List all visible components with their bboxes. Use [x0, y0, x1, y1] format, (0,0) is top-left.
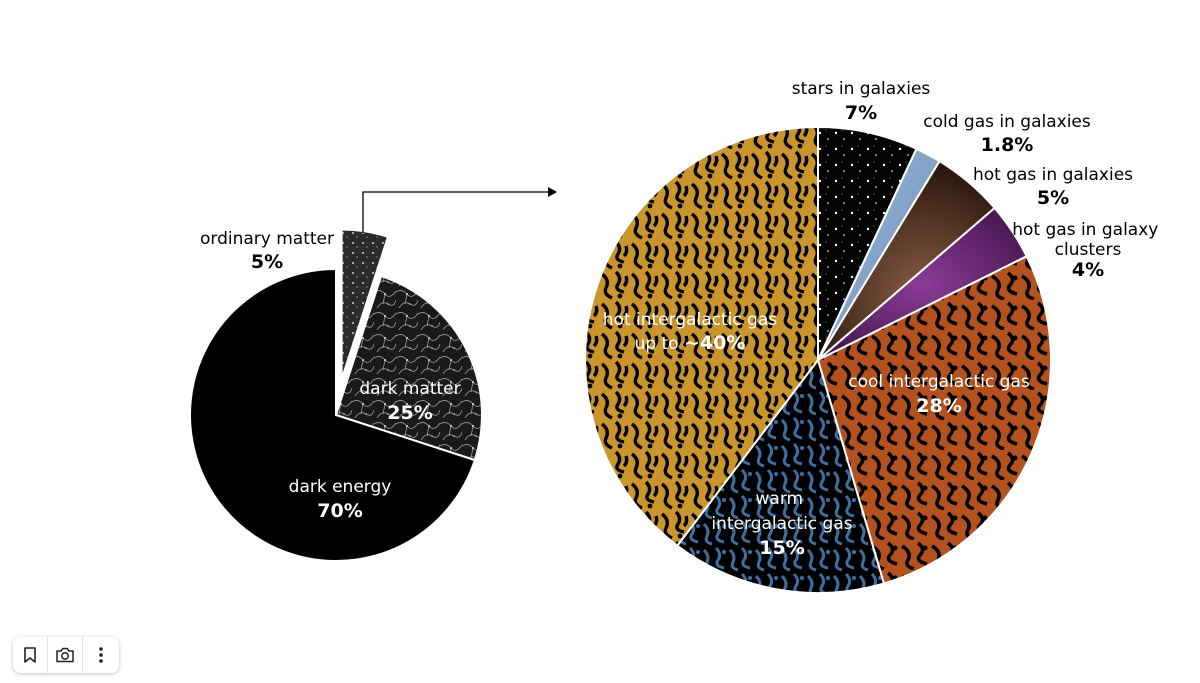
- arrow-head: [548, 187, 557, 197]
- label-hot-gas-galaxies-name: hot gas in galaxies: [973, 165, 1133, 185]
- floating-toolbar: [13, 637, 119, 673]
- slice-warm-intergalactic-gas: [675, 357, 886, 594]
- more-options-button[interactable]: [83, 637, 118, 673]
- label-warm-gas-line1: warm: [756, 489, 804, 509]
- more-vertical-icon: [98, 647, 103, 663]
- label-hot-igm-upto: up to: [635, 334, 684, 354]
- slice-dark-matter: [334, 274, 483, 462]
- label-stars-pct: 7%: [845, 102, 877, 124]
- label-warm-gas-pct: 15%: [759, 537, 804, 559]
- label-hot-gas-clusters-line2: clusters: [1055, 240, 1122, 260]
- bookmark-icon: [24, 647, 36, 663]
- label-hot-gas-clusters-line1: hot gas in galaxy: [1012, 220, 1158, 240]
- label-hot-igm-pct: ~40%: [684, 332, 745, 354]
- slice-cool-intergalactic-gas: [816, 254, 1052, 585]
- label-cold-gas-pct: 1.8%: [981, 134, 1034, 156]
- connector-arrow: [362, 191, 548, 233]
- slice-dark-energy: [189, 267, 477, 562]
- label-warm-gas-name: warm intergalactic gas: [711, 489, 852, 534]
- label-hot-gas-clusters-pct: 4%: [1072, 259, 1104, 281]
- label-dark-matter-pct: 25%: [387, 402, 432, 424]
- screenshot-button[interactable]: [48, 637, 83, 673]
- label-ordinary-matter-pct: 5%: [251, 251, 283, 273]
- label-hot-gas-clusters-name: hot gas in galaxy clusters: [1012, 220, 1164, 260]
- label-cool-gas-name: cool intergalactic gas: [848, 372, 1030, 392]
- label-dark-energy-pct: 70%: [317, 500, 362, 522]
- label-stars-name: stars in galaxies: [792, 79, 931, 99]
- label-hot-igm-line1: hot intergalactic gas: [603, 310, 778, 330]
- camera-icon: [56, 647, 74, 663]
- label-dark-energy-name: dark energy: [289, 477, 392, 497]
- label-warm-gas-line2: intergalactic gas: [711, 514, 852, 534]
- slice-ordinary-matter: [340, 228, 390, 380]
- label-cool-gas-pct: 28%: [916, 395, 961, 417]
- label-dark-matter-name: dark matter: [359, 379, 460, 399]
- slice-hot-intergalactic-gas: [583, 125, 819, 548]
- bookmark-button[interactable]: [13, 637, 48, 673]
- label-hot-gas-galaxies-pct: 5%: [1037, 187, 1069, 209]
- pie-ordinary-matter: [583, 125, 1052, 594]
- label-hot-igm-line2: up to ~40%: [635, 332, 746, 354]
- pie-universe: [189, 228, 483, 562]
- label-ordinary-matter-name: ordinary matter: [200, 229, 334, 249]
- label-hot-igm-name: hot intergalactic gas: [603, 310, 778, 330]
- label-cold-gas-name: cold gas in galaxies: [923, 112, 1091, 132]
